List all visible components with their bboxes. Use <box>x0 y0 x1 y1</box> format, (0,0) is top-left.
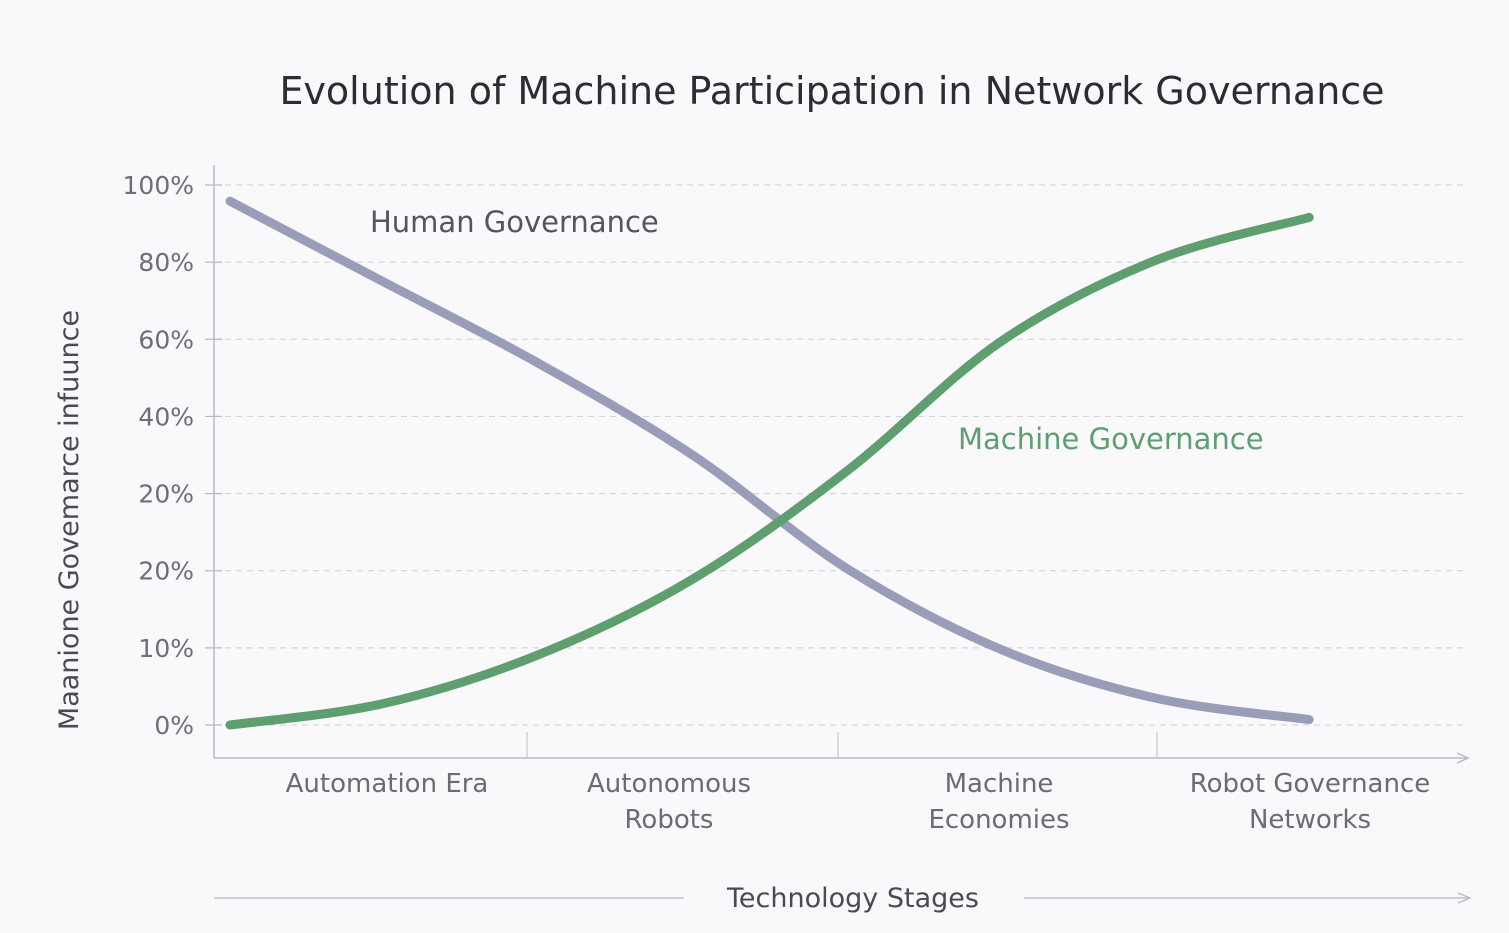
y-tick-label: 60% <box>138 325 194 354</box>
series-layer <box>225 196 1314 730</box>
y-axis-ticks: 0% 10% 20% 20% 40% 60% 80% 100% <box>123 171 222 740</box>
chart-title: Evolution of Machine Participation in Ne… <box>279 69 1384 113</box>
x-category-label-line1: Machine <box>945 769 1054 799</box>
x-category: Automation Era <box>286 769 489 799</box>
x-axis-title-arrowhead <box>1457 892 1472 904</box>
x-category-label-line2: Robots <box>625 805 714 835</box>
x-category-label-line1: Autonomous <box>587 769 751 799</box>
x-category: Machine Economies <box>928 769 1069 835</box>
series-line-human-governance <box>225 196 1314 725</box>
y-tick-label: 0% <box>154 711 194 740</box>
x-axis-label: Technology Stages <box>726 883 979 914</box>
x-category-label-line1: Automation Era <box>286 769 489 799</box>
x-category: Autonomous Robots <box>587 769 751 835</box>
y-tick-label: 100% <box>123 171 194 200</box>
x-category-label-line1: Robot Governance <box>1190 769 1431 799</box>
x-axis-separators <box>526 732 1158 758</box>
y-tick-label: 80% <box>138 248 194 277</box>
grid <box>214 184 1466 726</box>
y-tick-label: 10% <box>138 634 194 663</box>
x-axis-labels: Automation Era Autonomous Robots Machine Eco… <box>286 769 1431 835</box>
x-category-label-line2: Networks <box>1249 805 1371 835</box>
y-tick-label: 20% <box>138 557 194 586</box>
y-tick-label: 20% <box>138 480 194 509</box>
series-line-machine-governance <box>225 212 1314 730</box>
y-axis-label: Maanione Govemarce infuunce <box>54 310 85 730</box>
x-category-label-line2: Economies <box>928 805 1069 835</box>
series-label-human-governance: Human Governance <box>370 205 659 239</box>
x-category: Robot Governance Networks <box>1190 769 1431 835</box>
series-label-machine-governance: Machine Governance <box>958 422 1264 456</box>
y-tick-label: 40% <box>138 402 194 431</box>
x-axis-arrowhead <box>1456 752 1470 764</box>
